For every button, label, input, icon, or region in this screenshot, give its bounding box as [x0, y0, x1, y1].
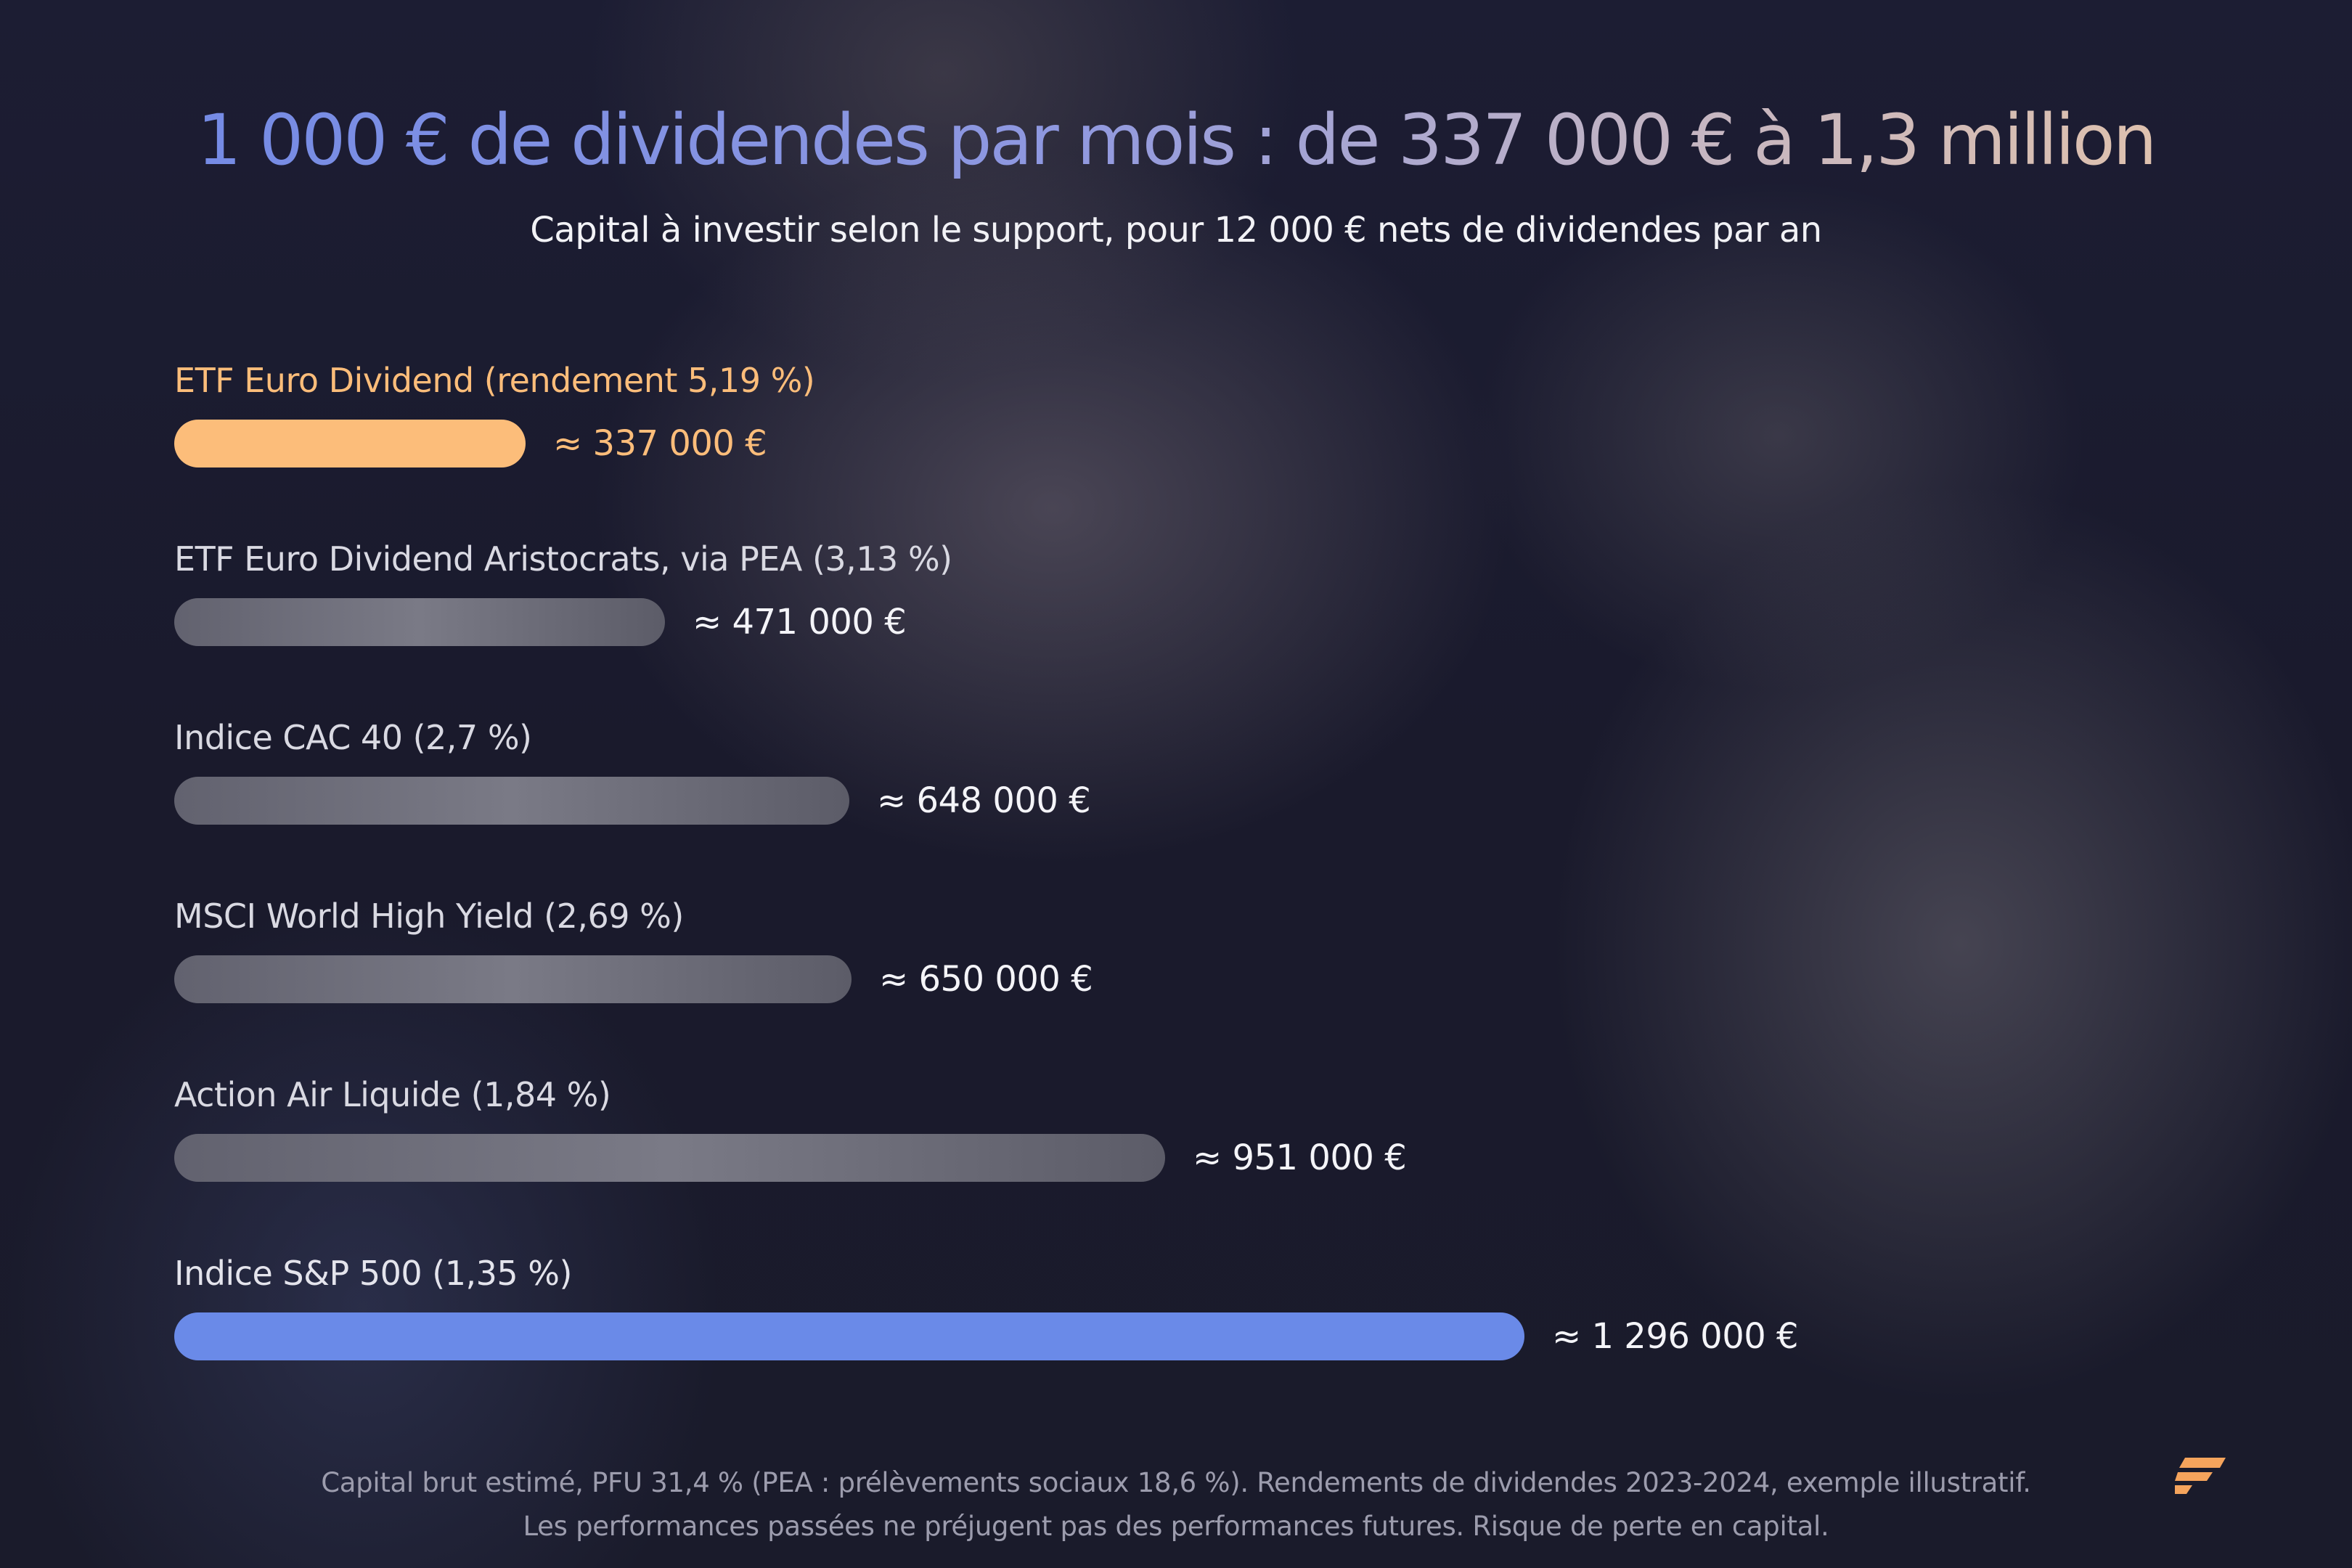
value-label: ≈ 337 000 €	[553, 423, 767, 464]
bar	[174, 1312, 1524, 1360]
category-label: Action Air Liquide (1,84 %)	[174, 1075, 611, 1114]
value-label: ≈ 1 296 000 €	[1552, 1316, 1799, 1357]
category-label: Indice CAC 40 (2,7 %)	[174, 718, 532, 757]
category-label: Indice S&P 500 (1,35 %)	[174, 1254, 572, 1293]
bar	[174, 955, 852, 1003]
bar	[174, 777, 849, 825]
bar	[174, 420, 526, 467]
chart-title: 1 000 € de dividendes par mois : de 337 …	[0, 93, 2352, 187]
chart-subtitle: Capital à investir selon le support, pou…	[530, 210, 1822, 250]
value-label: ≈ 650 000 €	[879, 959, 1093, 1000]
bar	[174, 1134, 1165, 1182]
footnote-line-2: Les performances passées ne préjugent pa…	[523, 1511, 1829, 1542]
value-label: ≈ 471 000 €	[693, 602, 907, 642]
value-label: ≈ 648 000 €	[877, 780, 1091, 821]
category-label: ETF Euro Dividend (rendement 5,19 %)	[174, 361, 815, 400]
category-label: MSCI World High Yield (2,69 %)	[174, 897, 684, 936]
footnote-line-1: Capital brut estimé, PFU 31,4 % (PEA : p…	[321, 1467, 2031, 1498]
bar	[174, 598, 665, 646]
category-label: ETF Euro Dividend Aristocrats, via PEA (…	[174, 539, 952, 579]
brand-logo-icon	[2175, 1458, 2226, 1494]
value-label: ≈ 951 000 €	[1193, 1138, 1407, 1178]
